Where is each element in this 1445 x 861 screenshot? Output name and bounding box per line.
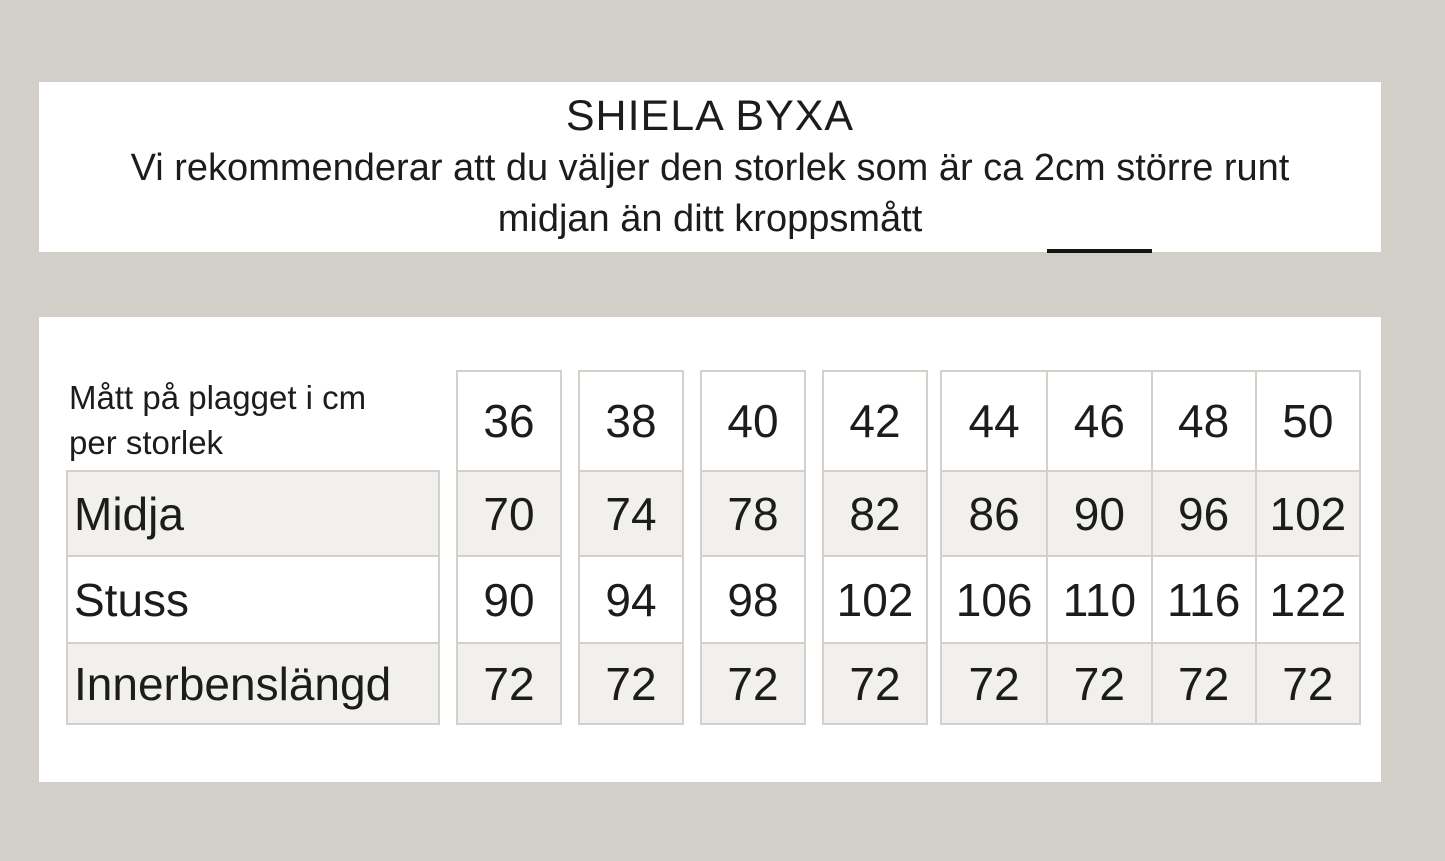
innerbenslangd-value-cell: 72 (1046, 642, 1151, 723)
size-header-cell: 50 (1254, 372, 1359, 470)
innerbenslangd-value-cell: 72 (580, 642, 682, 723)
corner-label: Mått på plagget i cm per storlek (66, 370, 440, 470)
midja-value-cell: 102 (1254, 470, 1359, 555)
innerbenslangd-value-cell: 72 (458, 642, 560, 723)
midja-value-cell: 90 (1046, 470, 1151, 555)
page-title: SHIELA BYXA (565, 92, 855, 140)
innerbenslangd-value-cell: 72 (824, 642, 926, 723)
row-label-stuss: Stuss (68, 555, 438, 642)
recommendation-text-line-2: midjan än ditt kroppsmått (497, 198, 923, 240)
row-label-midja: Midja (68, 472, 438, 555)
decorative-underline (1047, 249, 1152, 253)
midja-value-cell: 82 (824, 470, 926, 555)
midja-value-cell: 86 (942, 470, 1047, 555)
size-header-cell: 44 (942, 372, 1047, 470)
midja-value-cell: 96 (1150, 470, 1255, 555)
midja-value-cell: 70 (458, 470, 560, 555)
size-header-cell: 36 (458, 372, 560, 470)
size-column-40: 40 78 98 72 (700, 370, 806, 725)
innerbenslangd-value-cell: 72 (702, 642, 804, 723)
stuss-value-cell: 116 (1150, 555, 1255, 642)
corner-label-line-1: Mått på plagget i cm (69, 379, 367, 416)
size-header-cell: 38 (580, 372, 682, 470)
label-rows: Midja Stuss Innerbenslängd (66, 470, 440, 725)
stuss-value-cell: 98 (702, 555, 804, 642)
stuss-value-cell: 90 (458, 555, 560, 642)
stuss-value-cell: 110 (1046, 555, 1151, 642)
size-column-38: 38 74 94 72 (578, 370, 684, 725)
innerbenslangd-value-cell: 72 (1150, 642, 1255, 723)
midja-value-cell: 74 (580, 470, 682, 555)
header-panel: SHIELA BYXA Vi rekommenderar att du välj… (39, 82, 1381, 252)
size-column-42: 42 82 102 72 (822, 370, 928, 725)
size-header-cell: 42 (824, 372, 926, 470)
recommendation-text-line-1: Vi rekommenderar att du väljer den storl… (130, 147, 1290, 189)
row-label-innerbenslangd: Innerbenslängd (68, 642, 438, 723)
midja-value-cell: 78 (702, 470, 804, 555)
size-header-cell: 46 (1046, 372, 1151, 470)
size-table-panel: Mått på plagget i cm per storlek Midja S… (39, 317, 1381, 782)
stuss-value-cell: 122 (1254, 555, 1359, 642)
stuss-value-cell: 102 (824, 555, 926, 642)
stuss-value-cell: 94 (580, 555, 682, 642)
size-header-cell: 40 (702, 372, 804, 470)
label-column: Mått på plagget i cm per storlek Midja S… (66, 370, 440, 725)
size-column-group-44-50: 44 46 48 50 86 90 96 102 106 110 116 122… (940, 370, 1361, 725)
innerbenslangd-value-cell: 72 (942, 642, 1047, 723)
stuss-value-cell: 106 (942, 555, 1047, 642)
size-column-36: 36 70 90 72 (456, 370, 562, 725)
innerbenslangd-value-cell: 72 (1254, 642, 1359, 723)
corner-label-line-2: per storlek (69, 424, 224, 461)
size-header-cell: 48 (1150, 372, 1255, 470)
